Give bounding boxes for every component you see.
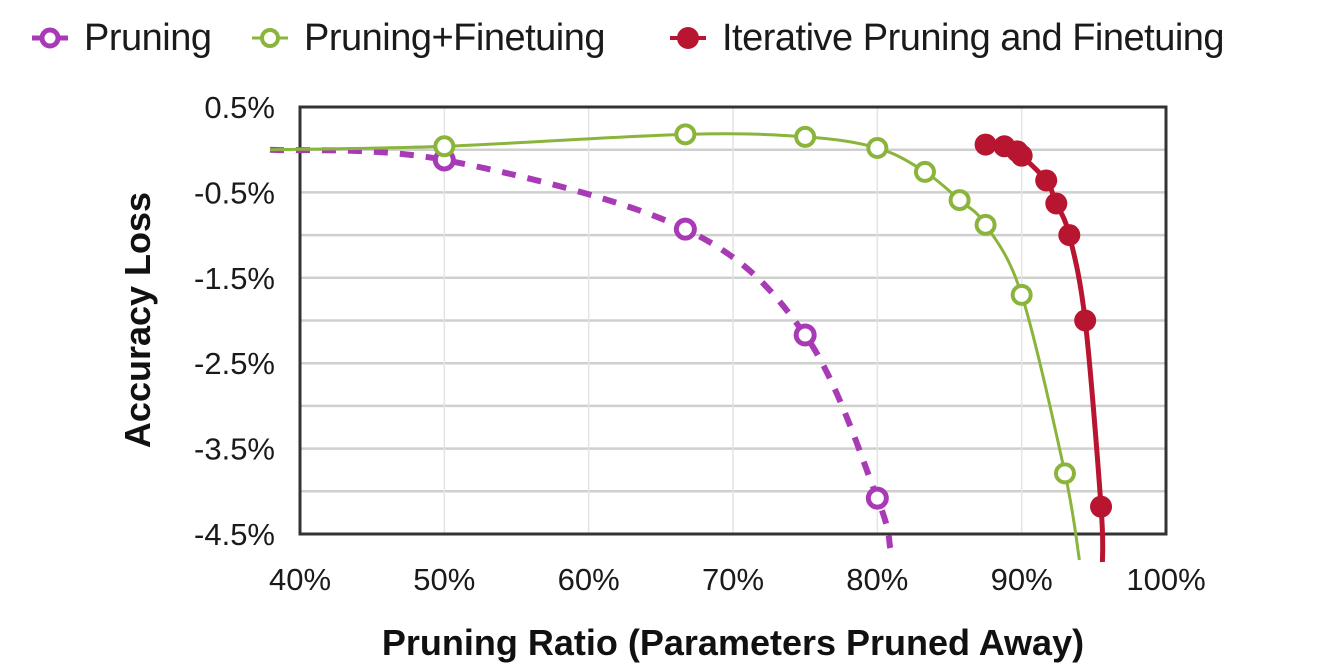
data-point	[974, 133, 997, 156]
data-point	[433, 135, 456, 158]
x-tick-labels: 40% 50% 60% 70% 80% 90% 100%	[269, 562, 1206, 597]
x-tick-label: 50%	[413, 562, 475, 597]
data-point	[793, 323, 817, 347]
legend-item-pruning-finetuning: Pruning+Finetuing	[250, 8, 606, 68]
data-point	[1053, 462, 1076, 485]
legend-item-pruning: Pruning	[30, 8, 212, 68]
x-axis-title: Pruning Ratio (Parameters Pruned Away)	[382, 622, 1084, 663]
data-point	[794, 125, 817, 148]
y-tick-labels: 0.5% -0.5% -1.5% -2.5% -3.5% -4.5%	[194, 90, 275, 552]
x-tick-label: 70%	[702, 562, 764, 597]
data-point	[1090, 495, 1113, 518]
data-point	[865, 486, 889, 510]
series-line	[985, 142, 1106, 563]
open-circle-marker-icon	[252, 28, 288, 48]
data-point	[1058, 224, 1081, 247]
x-tick-label: 60%	[558, 562, 620, 597]
y-tick-label: -3.5%	[194, 432, 275, 467]
legend-item-iterative: Iterative Pruning and Finetuing	[668, 8, 1225, 68]
legend: Pruning Pruning+Finetuing Iterative Prun…	[0, 8, 1320, 68]
legend-label: Pruning+Finetuing	[304, 16, 606, 59]
y-tick-label: -4.5%	[194, 517, 275, 552]
data-point	[1045, 192, 1068, 215]
y-tick-label: -2.5%	[194, 346, 275, 381]
plot-frame	[298, 105, 1168, 536]
filled-circle-marker-icon	[670, 27, 706, 49]
x-tick-label: 90%	[991, 562, 1053, 597]
x-tick-label: 40%	[269, 562, 331, 597]
y-tick-label: -1.5%	[194, 261, 275, 296]
open-circle-marker-icon	[32, 27, 68, 49]
series-iterative-pruning-and-finetuing	[974, 133, 1113, 563]
x-tick-label: 80%	[846, 562, 908, 597]
y-tick-label: -0.5%	[194, 175, 275, 210]
y-tick-label: 0.5%	[204, 90, 275, 125]
data-series	[269, 123, 1113, 563]
series-pruning	[269, 146, 894, 549]
data-point	[948, 189, 971, 212]
series-line	[269, 132, 1081, 561]
data-point	[1010, 144, 1033, 167]
data-point	[974, 213, 997, 236]
data-point	[866, 136, 889, 159]
legend-label: Iterative Pruning and Finetuing	[722, 16, 1225, 59]
legend-label: Pruning	[84, 16, 212, 59]
x-tick-label: 100%	[1126, 562, 1205, 597]
data-point	[1010, 283, 1033, 306]
data-point	[1035, 169, 1058, 192]
series-line	[269, 146, 894, 549]
data-point	[673, 217, 697, 241]
data-point	[674, 123, 697, 146]
data-point	[913, 160, 936, 183]
series-pruning-finetuing	[269, 123, 1081, 561]
y-axis-title: Accuracy Loss	[117, 192, 158, 448]
data-point	[1074, 309, 1097, 332]
